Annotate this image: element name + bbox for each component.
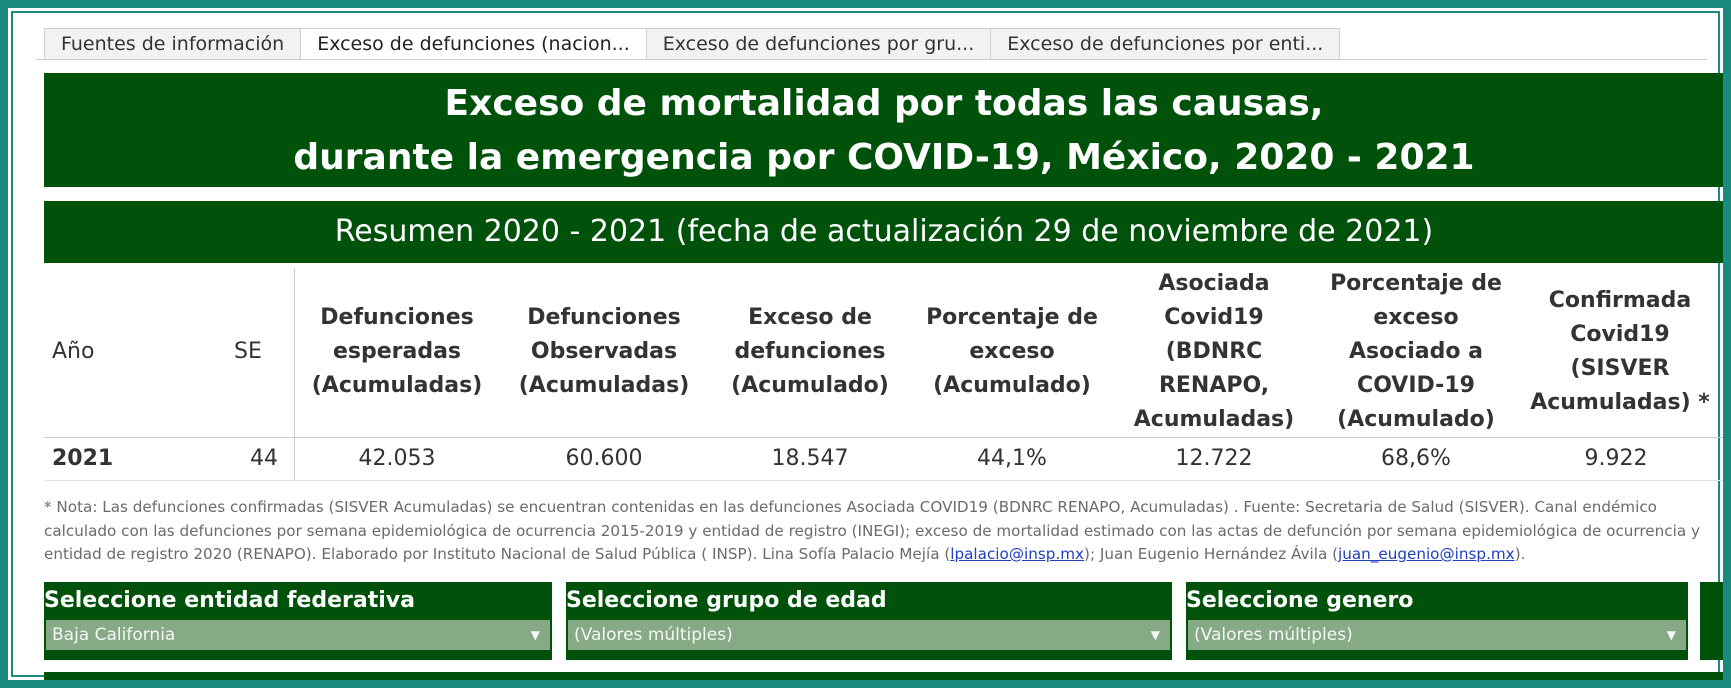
page-title-line2: durante la emergencia por COVID-19, Méxi… xyxy=(293,137,1475,178)
tab-bar: Fuentes de información Exceso de defunci… xyxy=(44,28,1341,60)
title-banner: Exceso de mortalidad por todas las causa… xyxy=(44,73,1723,187)
tab-exceso-nacional[interactable]: Exceso de defunciones (nacion... xyxy=(300,28,647,60)
chevron-down-icon: ▼ xyxy=(1666,628,1676,642)
header-confirmed: Confirmada Covid19 (SISVER Acumuladas) * xyxy=(1530,287,1710,415)
cell-associated: 12.722 xyxy=(1175,446,1253,471)
cell-expected: 42.053 xyxy=(358,446,436,471)
row-divider xyxy=(44,480,1723,481)
header-year: Año xyxy=(52,338,95,364)
filter-age: Seleccione grupo de edad (Valores múltip… xyxy=(566,582,1172,660)
summary-table: Año SE Defunciones esperadas (Acumuladas… xyxy=(44,266,1723,482)
footnote: * Nota: Las defunciones confirmadas (SIS… xyxy=(44,498,1700,563)
entity-dropdown[interactable]: Baja California ▼ xyxy=(46,620,550,650)
filter-overflow xyxy=(1700,582,1723,660)
cell-pct-associated: 68,6% xyxy=(1381,446,1451,471)
age-dropdown-value: (Valores múltiples) xyxy=(574,625,733,645)
tab-fuentes[interactable]: Fuentes de información xyxy=(44,28,302,60)
header-pct-associated: Porcentaje de exceso Asociado a COVID-19… xyxy=(1330,270,1502,432)
cell-confirmed: 9.922 xyxy=(1584,446,1648,471)
header-divider xyxy=(44,437,1723,438)
tab-divider xyxy=(36,59,1707,60)
filter-gender: Seleccione genero (Valores múltiples) ▼ xyxy=(1186,582,1688,660)
chevron-down-icon: ▼ xyxy=(530,628,540,642)
cell-pct-excess: 44,1% xyxy=(977,446,1047,471)
filter-gender-label: Seleccione genero xyxy=(1186,588,1414,613)
header-pct-excess: Porcentaje de exceso (Acumulado) xyxy=(926,304,1098,398)
filter-entity: Seleccione entidad federativa Baja Calif… xyxy=(44,582,552,660)
chevron-down-icon: ▼ xyxy=(1150,628,1160,642)
header-observed: Defunciones Observadas (Acumuladas) xyxy=(518,304,690,398)
page-title-line1: Exceso de mortalidad por todas las causa… xyxy=(444,83,1324,124)
cell-se: 44 xyxy=(250,446,278,471)
filter-entity-label: Seleccione entidad federativa xyxy=(44,588,415,613)
cell-year: 2021 xyxy=(52,446,114,471)
gender-dropdown-value: (Valores múltiples) xyxy=(1194,625,1353,645)
gender-dropdown[interactable]: (Valores múltiples) ▼ xyxy=(1188,620,1686,650)
header-associated: Asociada Covid19 (BDNRC RENAPO, Acumulad… xyxy=(1133,270,1295,432)
summary-subtitle: Resumen 2020 - 2021 (fecha de actualizac… xyxy=(44,201,1723,263)
column-divider xyxy=(294,268,295,480)
cell-excess: 18.547 xyxy=(771,446,849,471)
tab-exceso-entidad[interactable]: Exceso de defunciones por enti... xyxy=(990,28,1341,60)
bottom-banner xyxy=(44,672,1723,680)
email-link-hernandez[interactable]: juan_eugenio@insp.mx xyxy=(1338,545,1515,563)
filter-age-label: Seleccione grupo de edad xyxy=(566,588,887,613)
header-excess: Exceso de defunciones (Acumulado) xyxy=(731,304,889,398)
entity-dropdown-value: Baja California xyxy=(52,625,176,645)
cell-observed: 60.600 xyxy=(565,446,643,471)
age-dropdown[interactable]: (Valores múltiples) ▼ xyxy=(568,620,1170,650)
header-se: SE xyxy=(234,338,262,364)
header-expected: Defunciones esperadas (Acumuladas) xyxy=(311,304,483,398)
tab-exceso-grupo[interactable]: Exceso de defunciones por gru... xyxy=(645,28,992,60)
email-link-palacio[interactable]: lpalacio@insp.mx xyxy=(950,545,1085,563)
